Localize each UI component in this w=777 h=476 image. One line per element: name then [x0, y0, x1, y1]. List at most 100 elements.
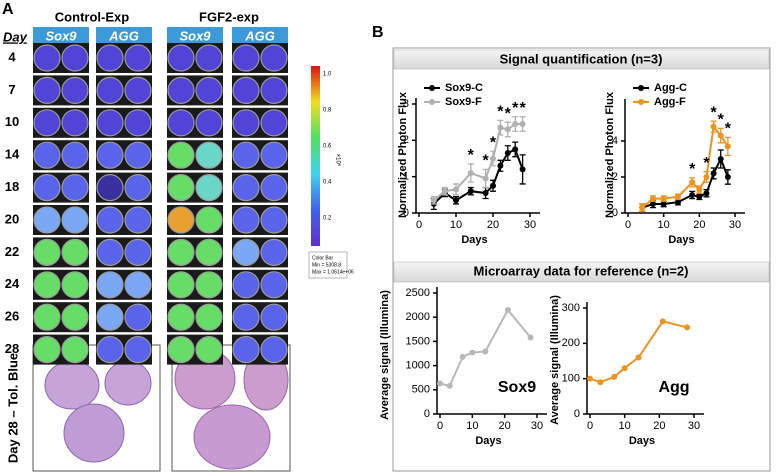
data-point	[649, 195, 656, 202]
well	[232, 271, 260, 299]
data-point	[519, 166, 526, 173]
well	[96, 76, 124, 105]
well	[260, 109, 288, 137]
well	[195, 76, 223, 105]
well	[61, 174, 89, 202]
well	[232, 238, 260, 266]
colorbar-tick-label: 0.2	[323, 216, 332, 222]
colorbar-note: Color Bar	[312, 255, 333, 261]
section-title: Microarray data for reference (n=2)	[474, 263, 689, 278]
significance-marker: *	[490, 134, 497, 151]
y-tick-label: 0	[403, 207, 409, 219]
data-point	[717, 132, 724, 139]
column-label: Sox9	[45, 28, 77, 43]
legend-swatch	[429, 85, 435, 91]
chart-label: Agg	[658, 379, 689, 396]
y-tick-label: 2	[403, 134, 409, 146]
well	[96, 109, 124, 137]
data-point	[639, 204, 646, 211]
significance-marker: *	[725, 121, 732, 138]
well	[61, 109, 89, 137]
well	[33, 336, 61, 364]
data-point	[674, 199, 681, 206]
data-point	[717, 156, 724, 162]
well	[96, 174, 124, 202]
data-point	[430, 197, 437, 204]
well	[167, 206, 195, 234]
colorbar	[311, 66, 320, 246]
well	[96, 336, 124, 364]
data-point	[512, 146, 519, 153]
well	[167, 271, 195, 299]
column-label-box	[96, 27, 152, 46]
section-title: Signal quantification (n=3)	[500, 51, 663, 66]
group-title: Control-Exp	[55, 9, 129, 24]
data-point	[497, 124, 504, 131]
colorbar-tick-label: 0.6	[323, 144, 332, 150]
x-tick-label: 20	[693, 219, 705, 231]
data-point	[519, 120, 526, 127]
well	[124, 44, 152, 72]
day-label: 24	[5, 276, 20, 291]
x-tick-label: 0	[437, 420, 443, 432]
y-tick-label: 2	[612, 171, 618, 183]
well	[167, 336, 195, 364]
data-point	[611, 373, 618, 380]
y-tick-label: 1500	[406, 335, 430, 347]
well	[61, 44, 89, 72]
well	[33, 303, 61, 331]
well	[195, 238, 223, 266]
data-point	[703, 190, 710, 197]
data-point	[710, 123, 717, 130]
tissue-section	[104, 360, 152, 406]
y-tick-label: 0	[574, 408, 580, 420]
well	[124, 76, 152, 105]
data-point	[527, 334, 534, 341]
x-tick-label: 0	[587, 420, 593, 432]
data-point	[482, 348, 489, 355]
data-point	[504, 306, 511, 313]
column-label: Sox9	[179, 28, 211, 43]
data-point	[587, 375, 593, 382]
legend-swatch	[638, 85, 644, 91]
data-point	[441, 188, 448, 195]
well	[232, 303, 260, 331]
well	[124, 141, 152, 169]
y-tick-label: 2500	[406, 287, 430, 299]
well	[260, 44, 288, 72]
legend-label: Agg-C	[654, 82, 687, 94]
x-tick-label: 20	[499, 420, 511, 432]
well	[61, 238, 89, 266]
well	[195, 271, 223, 299]
well	[96, 303, 124, 331]
well	[167, 76, 195, 105]
data-point	[660, 195, 667, 202]
well	[195, 206, 223, 234]
data-point	[469, 349, 476, 356]
y-tick-label: 3	[403, 98, 409, 110]
well	[167, 141, 195, 169]
y-tick-label: 500	[412, 384, 430, 396]
well	[260, 303, 288, 331]
x-tick-label: 20	[487, 219, 499, 231]
y-tick-label: 1	[403, 171, 409, 183]
data-point	[660, 201, 667, 207]
day-label: 14	[5, 147, 20, 162]
series-line	[433, 148, 524, 205]
x-tick-label: 10	[466, 420, 478, 432]
y-tick-label: 300	[562, 302, 580, 314]
y-tick-label: 100	[562, 373, 580, 385]
well	[167, 238, 195, 266]
x-axis-label: Days	[629, 435, 655, 447]
well	[260, 206, 288, 234]
x-tick-label: 10	[619, 420, 631, 432]
data-point	[437, 380, 443, 387]
well	[195, 303, 223, 331]
series-line	[641, 124, 729, 209]
well	[124, 336, 152, 364]
x-axis-label: Days	[668, 234, 694, 246]
day-label: 4	[8, 49, 16, 64]
data-point	[597, 379, 604, 386]
group-title: FGF2-exp	[199, 9, 259, 24]
data-point	[497, 162, 504, 169]
